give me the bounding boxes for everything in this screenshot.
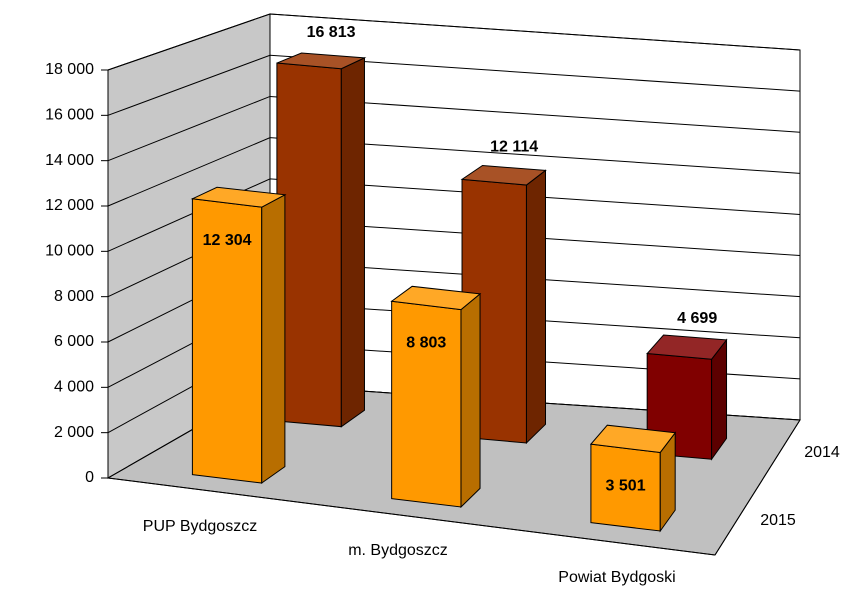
y-tick-label: 10 000 — [45, 243, 94, 260]
y-tick-label: 12 000 — [45, 197, 94, 214]
y-tick-label: 4 000 — [54, 379, 94, 396]
bar-top — [276, 52, 367, 70]
y-tick-label: 16 000 — [45, 107, 94, 124]
depth-axis — [714, 419, 801, 556]
value-label: 4 699 — [677, 310, 717, 327]
y-tick-label: 0 — [85, 469, 94, 486]
bar-front — [276, 62, 342, 428]
grid-line — [107, 13, 801, 71]
x-tick-label: PUP Bydgoszcz — [143, 518, 257, 535]
y-tick-label: 8 000 — [54, 288, 94, 305]
bar-side — [261, 193, 286, 484]
grid-line — [107, 54, 801, 116]
bar-top — [646, 334, 728, 360]
bar — [589, 424, 677, 533]
grid-line — [107, 137, 801, 207]
bar — [276, 52, 367, 428]
bar — [390, 285, 482, 509]
x-axis — [107, 477, 716, 556]
y-tick-label: 6 000 — [54, 333, 94, 350]
y-tick-label: 2 000 — [54, 424, 94, 441]
bar-side — [340, 57, 365, 428]
bar-top — [589, 424, 677, 454]
series-label: 2015 — [760, 512, 796, 529]
y-tick-label: 14 000 — [45, 152, 94, 169]
bar-side — [525, 169, 547, 445]
x-tick-label: Powiat Bydgoski — [558, 569, 675, 586]
bar-side — [460, 292, 481, 509]
x-tick-label: m. Bydgoszcz — [348, 542, 448, 559]
series-label: 2014 — [804, 444, 840, 461]
grid-line — [107, 95, 801, 162]
grid-line — [107, 178, 801, 252]
value-label: 3 501 — [606, 478, 646, 495]
value-label: 12 114 — [490, 138, 538, 155]
bar-top — [460, 165, 547, 186]
value-label: 8 803 — [406, 335, 446, 352]
bar-side — [711, 338, 728, 461]
bar-front — [391, 300, 462, 508]
value-label: 12 304 — [203, 232, 252, 249]
bar — [646, 334, 728, 461]
bar — [190, 186, 287, 484]
value-label: 16 813 — [307, 24, 356, 41]
bar-top — [390, 285, 482, 311]
y-tick-label: 18 000 — [45, 61, 94, 78]
bar-top — [190, 186, 287, 208]
